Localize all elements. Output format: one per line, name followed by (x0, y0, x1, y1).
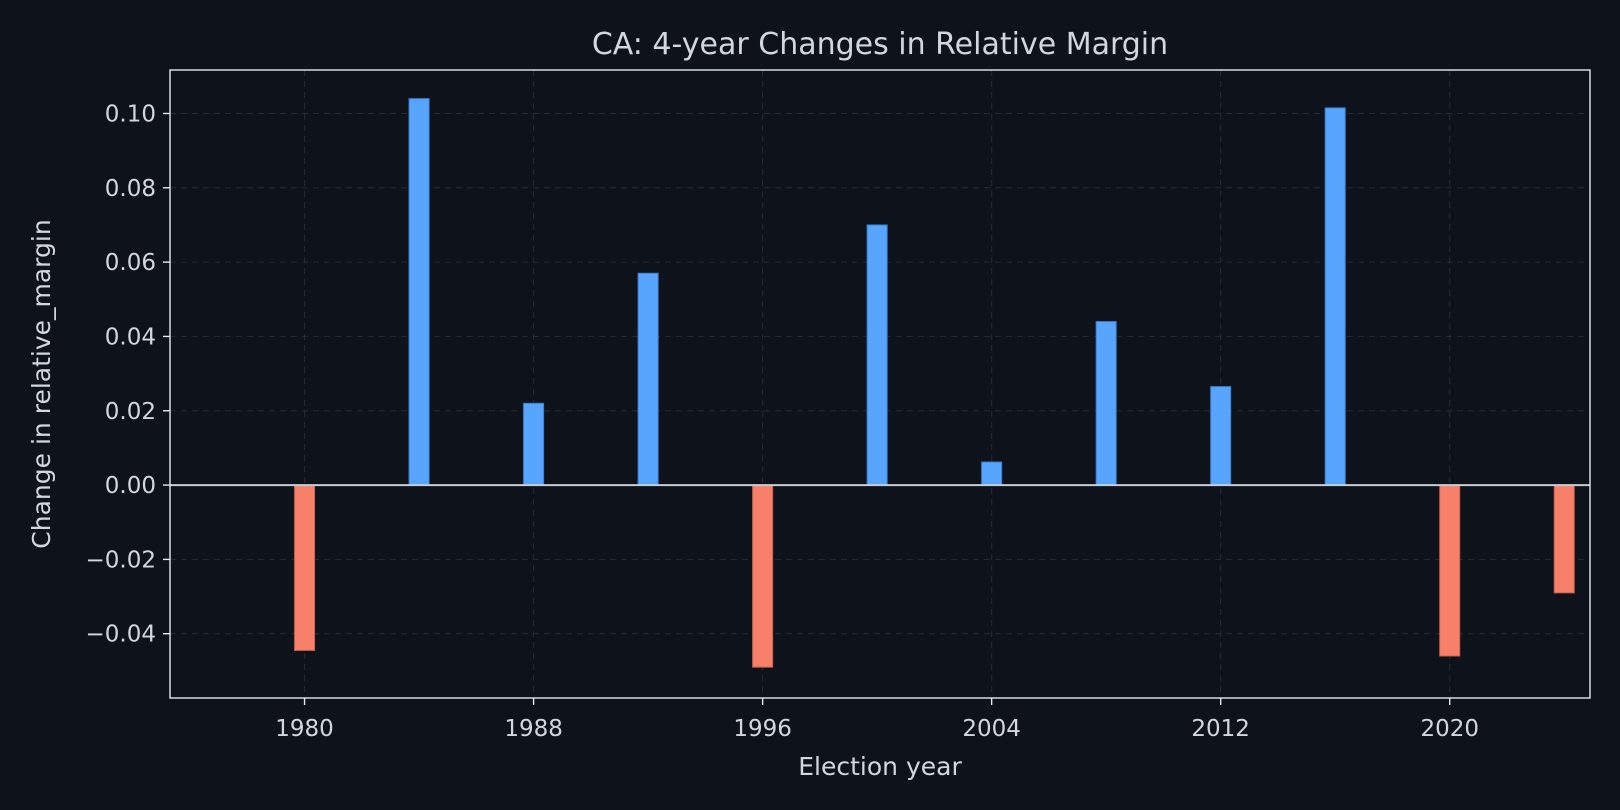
bar-1984 (408, 98, 430, 486)
bar-2012 (1210, 386, 1232, 486)
x-tick-label: 1988 (504, 716, 563, 742)
bar-2008 (1095, 321, 1117, 486)
bar-2000 (866, 224, 888, 486)
y-tick-label: 0.08 (105, 176, 156, 202)
bar-1980 (294, 484, 316, 651)
bar-1996 (752, 484, 774, 668)
bar-2004 (981, 461, 1003, 486)
y-axis-label: Change in relative_margin (27, 219, 56, 548)
y-tick-label: 0.10 (105, 101, 156, 127)
x-tick-label: 1980 (275, 716, 334, 742)
x-tick-label: 2004 (962, 716, 1021, 742)
plot-frame (169, 69, 1591, 699)
y-tick-label: 0.04 (105, 324, 156, 350)
y-tick-label: 0.00 (105, 473, 156, 499)
x-axis-label: Election year (798, 752, 962, 781)
bars (294, 98, 1575, 668)
y-tick-label: 0.06 (105, 250, 156, 276)
y-tick-label: 0.02 (105, 399, 156, 425)
x-tick-label: 2012 (1191, 716, 1250, 742)
bar-1988 (523, 402, 545, 486)
ticks: 1980 1988 1996 2004 2012 2020 −0.04 −0.02 0.00 0.… (86, 101, 1479, 742)
chart-title: CA: 4-year Changes in Relative Margin (592, 27, 1168, 62)
y-tick-label: −0.04 (86, 622, 156, 648)
x-tick-label: 1996 (733, 716, 792, 742)
bar-2024 (1553, 484, 1575, 594)
y-tick-label: −0.02 (86, 547, 156, 573)
bar-2016 (1324, 107, 1346, 486)
bar-2020 (1439, 484, 1461, 657)
bar-1992 (637, 272, 659, 486)
grid (170, 70, 1590, 698)
x-tick-label: 2020 (1420, 716, 1479, 742)
